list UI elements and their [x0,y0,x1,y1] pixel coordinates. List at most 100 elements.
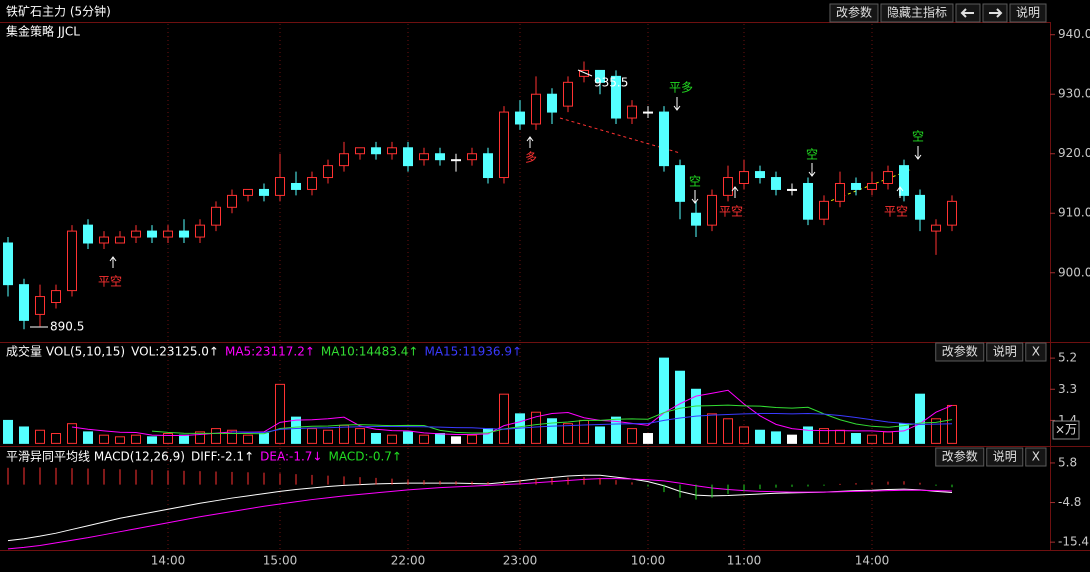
toolbar-button[interactable]: 隐藏主指标 [880,3,954,23]
x-tick-label: 15:00 [263,554,298,568]
candle-body [211,206,221,226]
candle-body [403,147,413,167]
signal-arrow [673,97,681,111]
macd-bar [887,481,889,485]
macd-bar [343,476,345,485]
candle-body [947,200,957,226]
macd-bar [55,467,57,485]
macd-bar [791,484,793,487]
button-label[interactable]: 改参数 [836,5,872,20]
candle-body [371,147,381,155]
button-label[interactable]: X [1032,345,1040,359]
signal-label: 平多 [669,81,693,95]
signal-arrow [109,256,117,268]
macd-bar [727,484,729,494]
volume-bar [755,429,765,444]
button-label[interactable]: 说明 [993,449,1017,464]
button-label[interactable]: 说明 [1016,5,1040,20]
chart-title: 铁矿石主力 (5分钟) [6,4,111,19]
candle-body [643,111,653,114]
series-line [231,413,953,434]
candle-body [99,236,109,244]
macd-bar [535,478,537,485]
button-box[interactable] [1025,447,1047,467]
candle-body [851,182,861,190]
signal-label: 空 [689,175,701,189]
volume-bar [99,434,109,444]
button-box[interactable] [935,447,985,467]
macd-bar [375,477,377,485]
volume-bar [483,428,493,444]
volume-bar [323,429,333,444]
panel-title: 成交量 VOL(5,10,15) [6,344,125,359]
nav-arrow[interactable] [960,8,974,18]
button-label[interactable]: 改参数 [942,344,978,359]
macd-bar [391,478,393,485]
volume-bar [547,418,557,444]
macd-bar [119,469,121,485]
volume-bar [179,434,189,444]
macd-bar [423,480,425,485]
button-label[interactable]: 说明 [993,344,1017,359]
volume-bar [707,413,717,444]
button-label[interactable]: 改参数 [942,449,978,464]
volume-bar [627,428,637,444]
volume-bar [19,426,29,444]
toolbar-button[interactable]: X [1025,447,1047,467]
button-label[interactable]: X [1032,450,1040,464]
toolbar-button[interactable]: 说明 [986,342,1024,362]
button-box[interactable] [880,3,954,23]
macd-bar [695,484,697,500]
macd-bar [167,470,169,485]
toolbar-button[interactable]: 说明 [986,447,1024,467]
button-box[interactable] [986,447,1024,467]
toolbar-button[interactable]: X [1025,342,1047,362]
volume-bar [67,423,77,444]
y-tick-label: -4.8 [1058,495,1081,509]
chart-subtitle: 集金策略 JJCL [6,24,80,39]
button-box[interactable] [1009,3,1047,23]
macd-bar [583,477,585,485]
volume-bar [51,433,61,444]
candle-body [915,194,925,220]
toolbar-button[interactable]: 改参数 [935,447,985,467]
button-box[interactable] [1025,342,1047,362]
toolbar-button[interactable]: 改参数 [935,342,985,362]
toolbar-button[interactable]: 改参数 [829,3,879,23]
macd-bar [903,481,905,485]
button-label[interactable]: 隐藏主指标 [887,5,947,20]
candle-body [627,105,637,119]
legend-entry: VOL:23125.0↑ [131,345,219,359]
legend-entry: MA15:11936.9↑ [424,345,522,359]
candle-body [739,171,749,184]
y-tick-label: 5.2 [1058,351,1077,365]
y-tick-label: -15.4 [1058,535,1089,549]
macd-bar [455,481,457,485]
volume-bar [259,433,269,444]
macd-bar [199,471,201,485]
candle-body [611,75,621,119]
volume-bar [675,370,685,444]
macd-bar [247,472,249,485]
signal-label: 空 [912,130,924,144]
button-box[interactable] [935,342,985,362]
macd-bar [327,475,329,485]
nav-arrow[interactable] [988,8,1003,18]
volume-bar [211,428,221,444]
macd-bar [183,470,185,485]
button-box[interactable] [829,3,879,23]
candle-body [819,200,829,220]
candle-body [755,171,765,179]
candle-body [147,230,157,238]
button-box[interactable] [986,342,1024,362]
toolbar-button[interactable]: 说明 [1009,3,1047,23]
candle-body [435,153,445,161]
candle-body [275,177,285,196]
candle-body [723,177,733,196]
volume-bar [803,426,813,444]
candle-body [195,224,205,238]
signal-arrow [914,146,922,160]
candle-body [547,93,557,113]
